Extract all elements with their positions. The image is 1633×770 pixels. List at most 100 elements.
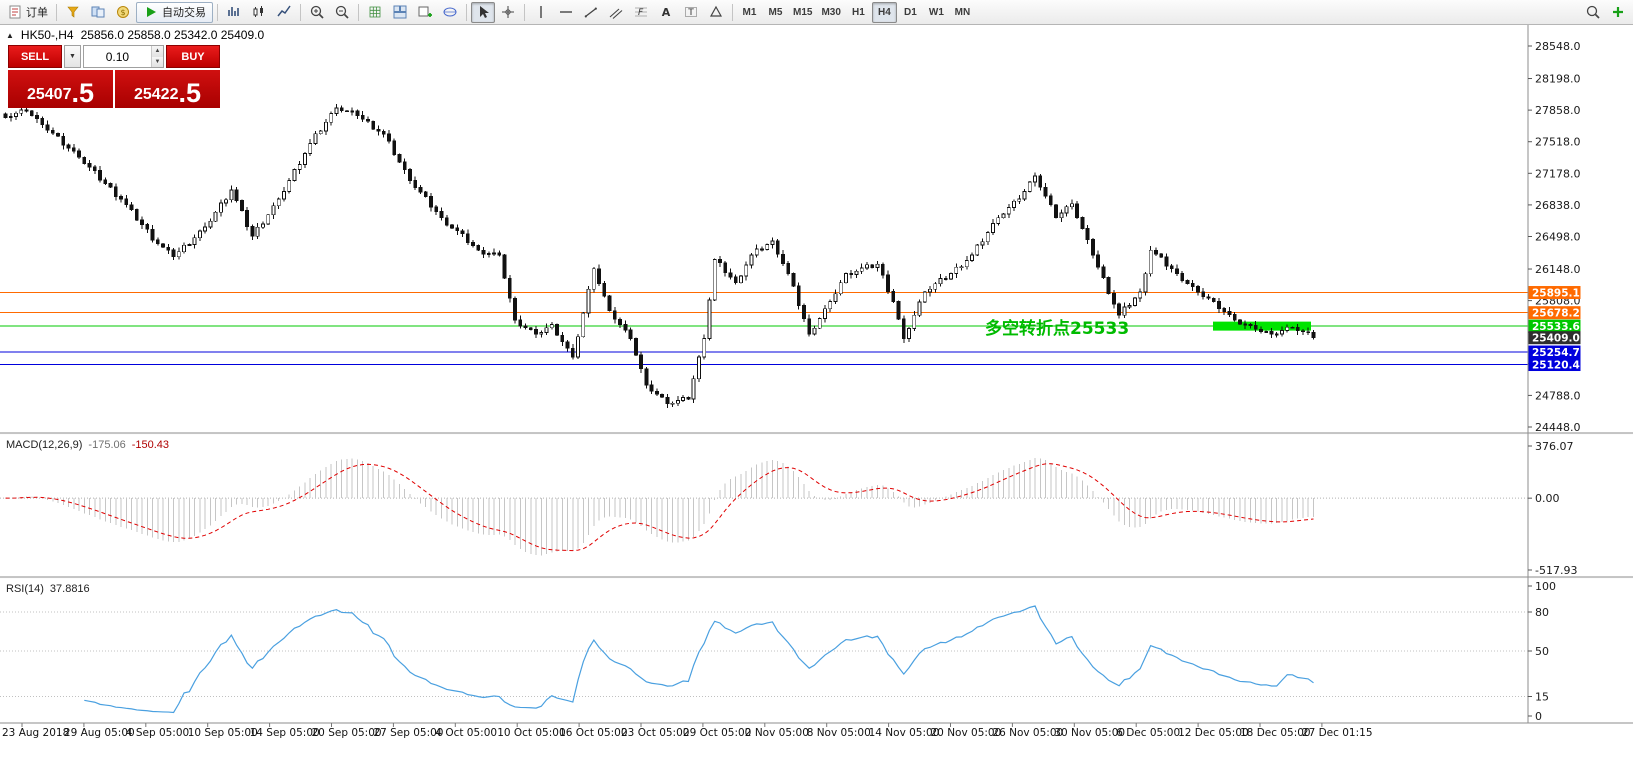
sell-dropdown-icon[interactable]: ▼ bbox=[64, 45, 81, 68]
svg-text:$: $ bbox=[120, 8, 125, 17]
price-axis-label: 26838.0 bbox=[1535, 199, 1581, 212]
timeframe-m30-button[interactable]: M30 bbox=[821, 6, 841, 18]
price-axis-label: 28548.0 bbox=[1535, 40, 1581, 53]
timeframe-m5-button[interactable]: M5 bbox=[768, 6, 783, 18]
quotes-window-button[interactable] bbox=[61, 2, 85, 23]
timeframe-w1-button[interactable]: W1 bbox=[928, 6, 944, 18]
buy-button[interactable]: BUY bbox=[166, 45, 220, 68]
auto-trading-icon bbox=[143, 4, 159, 20]
timeframe-h1-button[interactable]: H1 bbox=[852, 6, 865, 18]
timeframe-mn-button[interactable]: MN bbox=[954, 6, 971, 18]
horizontal-line-button[interactable] bbox=[554, 2, 578, 23]
time-label: 12 Dec 05:00 bbox=[1178, 727, 1249, 739]
vertical-line-button[interactable] bbox=[529, 2, 553, 23]
zoom-out-button[interactable] bbox=[330, 2, 354, 23]
label-button[interactable]: T bbox=[679, 2, 703, 23]
collapse-icon[interactable]: ▲ bbox=[6, 30, 14, 40]
sell-price-main: 25407 bbox=[26, 86, 72, 103]
auto-trading-button[interactable]: 自动交易 bbox=[136, 1, 213, 23]
volume-stepper[interactable]: ▲ ▼ bbox=[150, 46, 163, 67]
time-label: 26 Nov 05:00 bbox=[992, 727, 1063, 739]
time-label: 8 Nov 05:00 bbox=[807, 727, 871, 739]
one-click-trading-panel: SELL ▼ ▲ ▼ BUY 25407 .5 25422 bbox=[8, 45, 220, 108]
bar-chart-icon bbox=[226, 4, 242, 20]
spin-up-icon[interactable]: ▲ bbox=[151, 46, 163, 57]
volume-input[interactable] bbox=[84, 46, 151, 67]
time-label: 2 Nov 05:00 bbox=[745, 727, 809, 739]
search-icon bbox=[1585, 4, 1601, 20]
rsi-axis-label: 15 bbox=[1535, 691, 1549, 704]
cycles-button[interactable] bbox=[438, 2, 462, 23]
timeframe-h4-button[interactable]: H4 bbox=[871, 1, 897, 23]
chart-symbol-period: HK50-,H4 bbox=[20, 28, 74, 42]
price-tag-label: 25678.2 bbox=[1532, 307, 1580, 319]
grid-button[interactable] bbox=[363, 2, 387, 23]
shapes-button[interactable] bbox=[704, 2, 728, 23]
crosshair-button[interactable] bbox=[496, 2, 520, 23]
time-label: 20 Sep 05:00 bbox=[312, 727, 382, 739]
time-label: 23 Aug 2018 bbox=[2, 727, 69, 739]
add-indicator-button[interactable] bbox=[1606, 2, 1630, 23]
cursor-button[interactable] bbox=[471, 1, 495, 23]
add-indicator-icon bbox=[1610, 4, 1626, 20]
search-button[interactable] bbox=[1581, 2, 1605, 23]
new-chart-button[interactable] bbox=[413, 2, 437, 23]
zoom-in-button[interactable] bbox=[305, 2, 329, 23]
buy-price[interactable]: 25422 .5 bbox=[115, 70, 220, 108]
toolbar-separator bbox=[217, 3, 218, 21]
fibonacci-button[interactable]: F bbox=[629, 2, 653, 23]
time-label: 29 Oct 05:00 bbox=[683, 727, 751, 739]
timeframe-m1-button[interactable]: M1 bbox=[742, 6, 757, 18]
macd-name: MACD(12,26,9) bbox=[6, 439, 83, 451]
bar-chart-button[interactable] bbox=[222, 2, 246, 23]
spin-down-icon[interactable]: ▼ bbox=[151, 56, 163, 67]
quotes-window-icon bbox=[65, 4, 81, 20]
new-chart-icon bbox=[417, 4, 433, 20]
rsi-panel bbox=[0, 605, 1528, 714]
rsi-axis-label: 50 bbox=[1535, 645, 1549, 658]
tile-windows-button[interactable] bbox=[388, 2, 412, 23]
time-label: 23 Oct 05:00 bbox=[621, 727, 689, 739]
buy-price-frac: .5 bbox=[178, 78, 202, 108]
channel-button[interactable] bbox=[604, 2, 628, 23]
toolbar-separator bbox=[524, 3, 525, 21]
macd-axis-label: -517.93 bbox=[1535, 564, 1577, 577]
text-button[interactable]: A bbox=[654, 2, 678, 23]
price-tag-label: 25409.0 bbox=[1532, 332, 1580, 344]
price-axis-label: 28198.0 bbox=[1535, 73, 1581, 86]
market-watch-button[interactable] bbox=[86, 2, 110, 23]
trendline-button[interactable] bbox=[579, 2, 603, 23]
annotation-text[interactable]: 多空转折点25533 bbox=[985, 318, 1129, 339]
chart-canvas[interactable]: 多空转折点25533 28548.0 28198.0 27858.0 27518.0 27… bbox=[0, 25, 1633, 770]
time-label: 10 Sep 05:00 bbox=[188, 727, 258, 739]
sell-button[interactable]: SELL bbox=[8, 45, 62, 68]
toolbar-separator bbox=[56, 3, 57, 21]
timeframe-d1-button[interactable]: D1 bbox=[904, 6, 917, 18]
price-tag-label: 25254.7 bbox=[1532, 347, 1580, 359]
sell-price[interactable]: 25407 .5 bbox=[8, 70, 113, 108]
new-order-button[interactable]: 订单 bbox=[3, 2, 52, 23]
line-chart-button[interactable] bbox=[272, 2, 296, 23]
toolbar-right-group bbox=[1581, 2, 1630, 23]
time-label: 4 Oct 05:00 bbox=[435, 727, 497, 739]
price-tag bbox=[1528, 319, 1581, 333]
toolbar-separator bbox=[466, 3, 467, 21]
timeframe-m15-button[interactable]: M15 bbox=[793, 6, 813, 18]
price-tag bbox=[1528, 306, 1581, 320]
rsi-axis-label: 0 bbox=[1535, 710, 1542, 723]
data-window-button[interactable]: $ bbox=[111, 2, 135, 23]
price-tag bbox=[1528, 345, 1581, 359]
macd-panel bbox=[0, 458, 1528, 556]
buy-price-main: 25422 bbox=[133, 86, 179, 103]
time-label: 29 Aug 05:00 bbox=[64, 727, 135, 739]
rsi-line bbox=[84, 605, 1314, 714]
zoom-out-icon bbox=[334, 4, 350, 20]
price-tag bbox=[1528, 358, 1581, 372]
highlight-rectangle[interactable] bbox=[1213, 321, 1311, 331]
candlestick-chart-button[interactable] bbox=[247, 2, 271, 23]
line-chart-icon bbox=[276, 4, 292, 20]
price-tag bbox=[1528, 331, 1581, 345]
chart-window[interactable]: 多空转折点25533 28548.0 28198.0 27858.0 27518.0 27… bbox=[0, 25, 1633, 770]
